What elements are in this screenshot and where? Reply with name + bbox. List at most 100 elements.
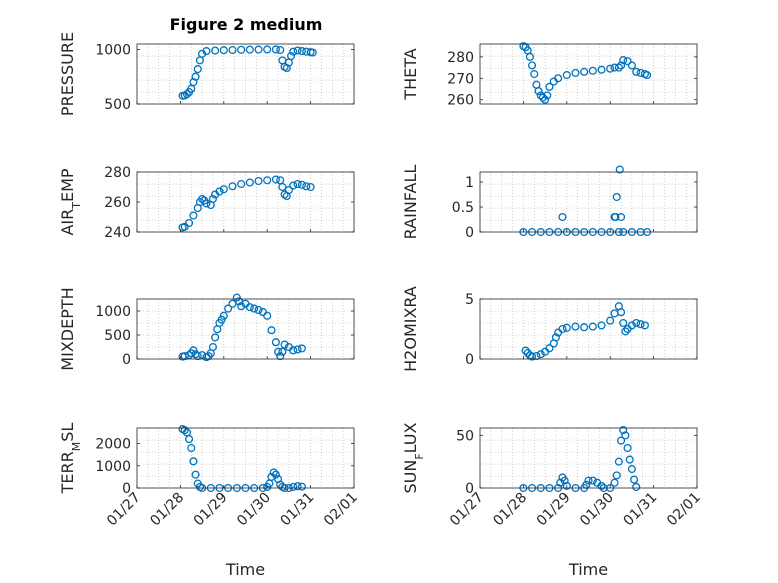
data-point: [189, 457, 198, 466]
data-point: [302, 182, 311, 191]
y-tick-label: 0: [465, 352, 474, 368]
data-point: [202, 47, 211, 56]
data-point: [245, 45, 254, 54]
data-point: [185, 218, 194, 228]
data-point: [528, 352, 537, 361]
data-point: [562, 71, 571, 80]
data-point: [597, 481, 606, 490]
data-point: [208, 342, 218, 352]
data-point: [224, 304, 233, 313]
data-point: [623, 57, 632, 66]
axes-box: [136, 43, 355, 105]
subplot-mixdepth: 0 500 1000 MIXDEPTH: [58, 287, 355, 371]
data-point: [219, 311, 228, 320]
y-axis-label: THETA: [401, 48, 420, 100]
data-point: [193, 65, 202, 74]
data-point: [276, 45, 285, 55]
x-tick-label: 01/28: [490, 490, 530, 530]
y-tick-label: 270: [447, 71, 474, 87]
data-point: [180, 352, 189, 361]
y-axis-label: H2OMIXRA: [401, 286, 420, 372]
data-point: [211, 46, 220, 55]
subplot-theta: 260 270 280 THETA: [401, 42, 698, 109]
data-point: [293, 482, 302, 491]
data-point: [616, 436, 626, 445]
data-point: [245, 178, 254, 187]
data-point: [558, 324, 567, 334]
data-point: [597, 65, 606, 74]
x-tick-label: 02/01: [664, 490, 704, 530]
data-point: [528, 61, 537, 70]
data-point: [560, 476, 569, 485]
data-point: [538, 93, 547, 102]
data-point: [627, 465, 636, 474]
data-point: [191, 470, 200, 479]
data-point: [219, 185, 228, 194]
data-point: [551, 333, 560, 342]
data-point: [619, 426, 628, 435]
data-point: [237, 179, 246, 189]
data-point: [612, 192, 621, 202]
axes-box: [136, 427, 355, 489]
data-point: [532, 80, 541, 89]
x-tick-label: 01/31: [621, 490, 661, 530]
data-point: [580, 323, 589, 332]
data-point: [571, 322, 580, 331]
data-point: [293, 46, 302, 55]
data-point: [263, 45, 272, 54]
y-tick-label: 0: [465, 225, 474, 241]
data-point: [191, 72, 200, 81]
data-point: [254, 305, 263, 315]
data-point: [562, 323, 571, 332]
data-point: [306, 182, 315, 192]
data-point: [278, 56, 287, 65]
x-tick-label: 02/01: [321, 490, 361, 530]
data-point: [611, 212, 620, 222]
figure-title: Figure 2 medium: [170, 15, 323, 34]
y-axis-label: PRESSURE: [58, 32, 77, 116]
x-tick-label: 01/30: [577, 490, 617, 530]
y-axis-label: AIRTEMP: [58, 168, 83, 235]
y-tick-label: 0: [122, 352, 131, 368]
data-point: [627, 61, 636, 70]
data-point: [632, 67, 641, 76]
data-point: [597, 321, 606, 330]
data-point: [271, 45, 280, 54]
data-point: [228, 182, 237, 191]
y-tick-label: 500: [104, 97, 131, 113]
data-point: [250, 304, 259, 313]
x-tick-label: 01/29: [534, 490, 574, 530]
data-point: [616, 212, 626, 222]
y-tick-label: 0: [465, 481, 474, 497]
y-tick-label: 50: [456, 428, 474, 444]
data-point: [521, 346, 530, 355]
data-point: [189, 211, 198, 220]
grid-lines: [136, 299, 355, 359]
data-point: [263, 311, 272, 320]
axes-box: [479, 427, 698, 489]
data-point: [632, 318, 641, 328]
data-point: [245, 303, 254, 312]
data-point: [273, 347, 283, 356]
data-point: [187, 443, 196, 453]
data-point: [614, 457, 623, 466]
data-point: [630, 475, 639, 484]
data-point: [297, 180, 306, 189]
data-point: [211, 333, 220, 342]
data-point: [621, 327, 630, 336]
data-point: [627, 321, 636, 330]
subplot-h2omixra: 0 5 H2OMIXRA: [401, 286, 698, 372]
data-point: [584, 476, 593, 485]
data-point: [554, 74, 563, 83]
data-point: [308, 48, 317, 57]
data-point: [287, 51, 296, 61]
y-tick-label: 280: [104, 165, 131, 181]
data-point: [193, 352, 202, 361]
data-point: [297, 47, 306, 56]
data-point: [289, 482, 298, 491]
y-tick-label: 1000: [95, 304, 131, 320]
data-point: [198, 194, 207, 204]
grid-lines: [136, 44, 355, 104]
data-point: [180, 426, 189, 435]
data-point: [198, 351, 207, 360]
